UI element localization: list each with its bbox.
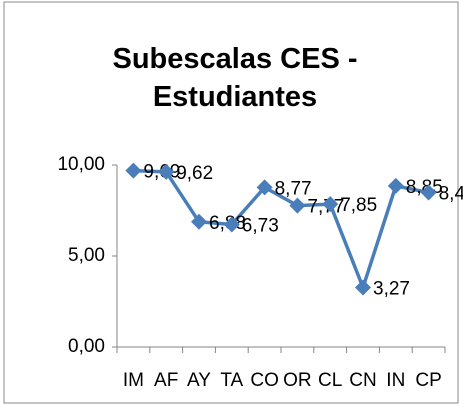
data-label: 3,27 (373, 279, 410, 300)
data-marker (223, 216, 240, 233)
data-marker (256, 179, 273, 196)
y-tick-label: 5,00 (68, 245, 105, 266)
data-label: 8,49 (439, 183, 463, 204)
data-marker (191, 213, 207, 230)
data-label: 7,85 (340, 195, 377, 216)
data-marker (387, 177, 404, 194)
data-marker (158, 163, 175, 180)
x-tick-label: IN (386, 370, 405, 391)
data-marker (420, 184, 437, 201)
x-tick-label: CL (318, 370, 342, 391)
data-label: 8,77 (275, 178, 312, 199)
x-tick-label: TA (220, 370, 243, 391)
chart-title: Subescalas CES - Estudiantes (112, 43, 358, 113)
x-tick-label: CO (250, 370, 279, 391)
x-tick-label: AF (154, 370, 178, 391)
data-label: 6,73 (242, 216, 279, 237)
x-tick-label: IM (123, 370, 144, 391)
data-marker (125, 162, 142, 179)
data-marker (322, 196, 339, 213)
y-tick-label: 0,00 (68, 336, 105, 357)
y-tick-label: 10,00 (57, 154, 105, 175)
x-tick-label: CP (415, 370, 441, 391)
data-marker (355, 279, 371, 296)
chart-border (3, 1, 459, 404)
data-label: 9,62 (176, 163, 213, 184)
data-marker (289, 197, 306, 214)
x-tick-label: CN (349, 370, 376, 391)
data-line (133, 168, 429, 290)
x-tick-label: OR (283, 370, 312, 391)
x-tick-label: AY (187, 370, 211, 391)
